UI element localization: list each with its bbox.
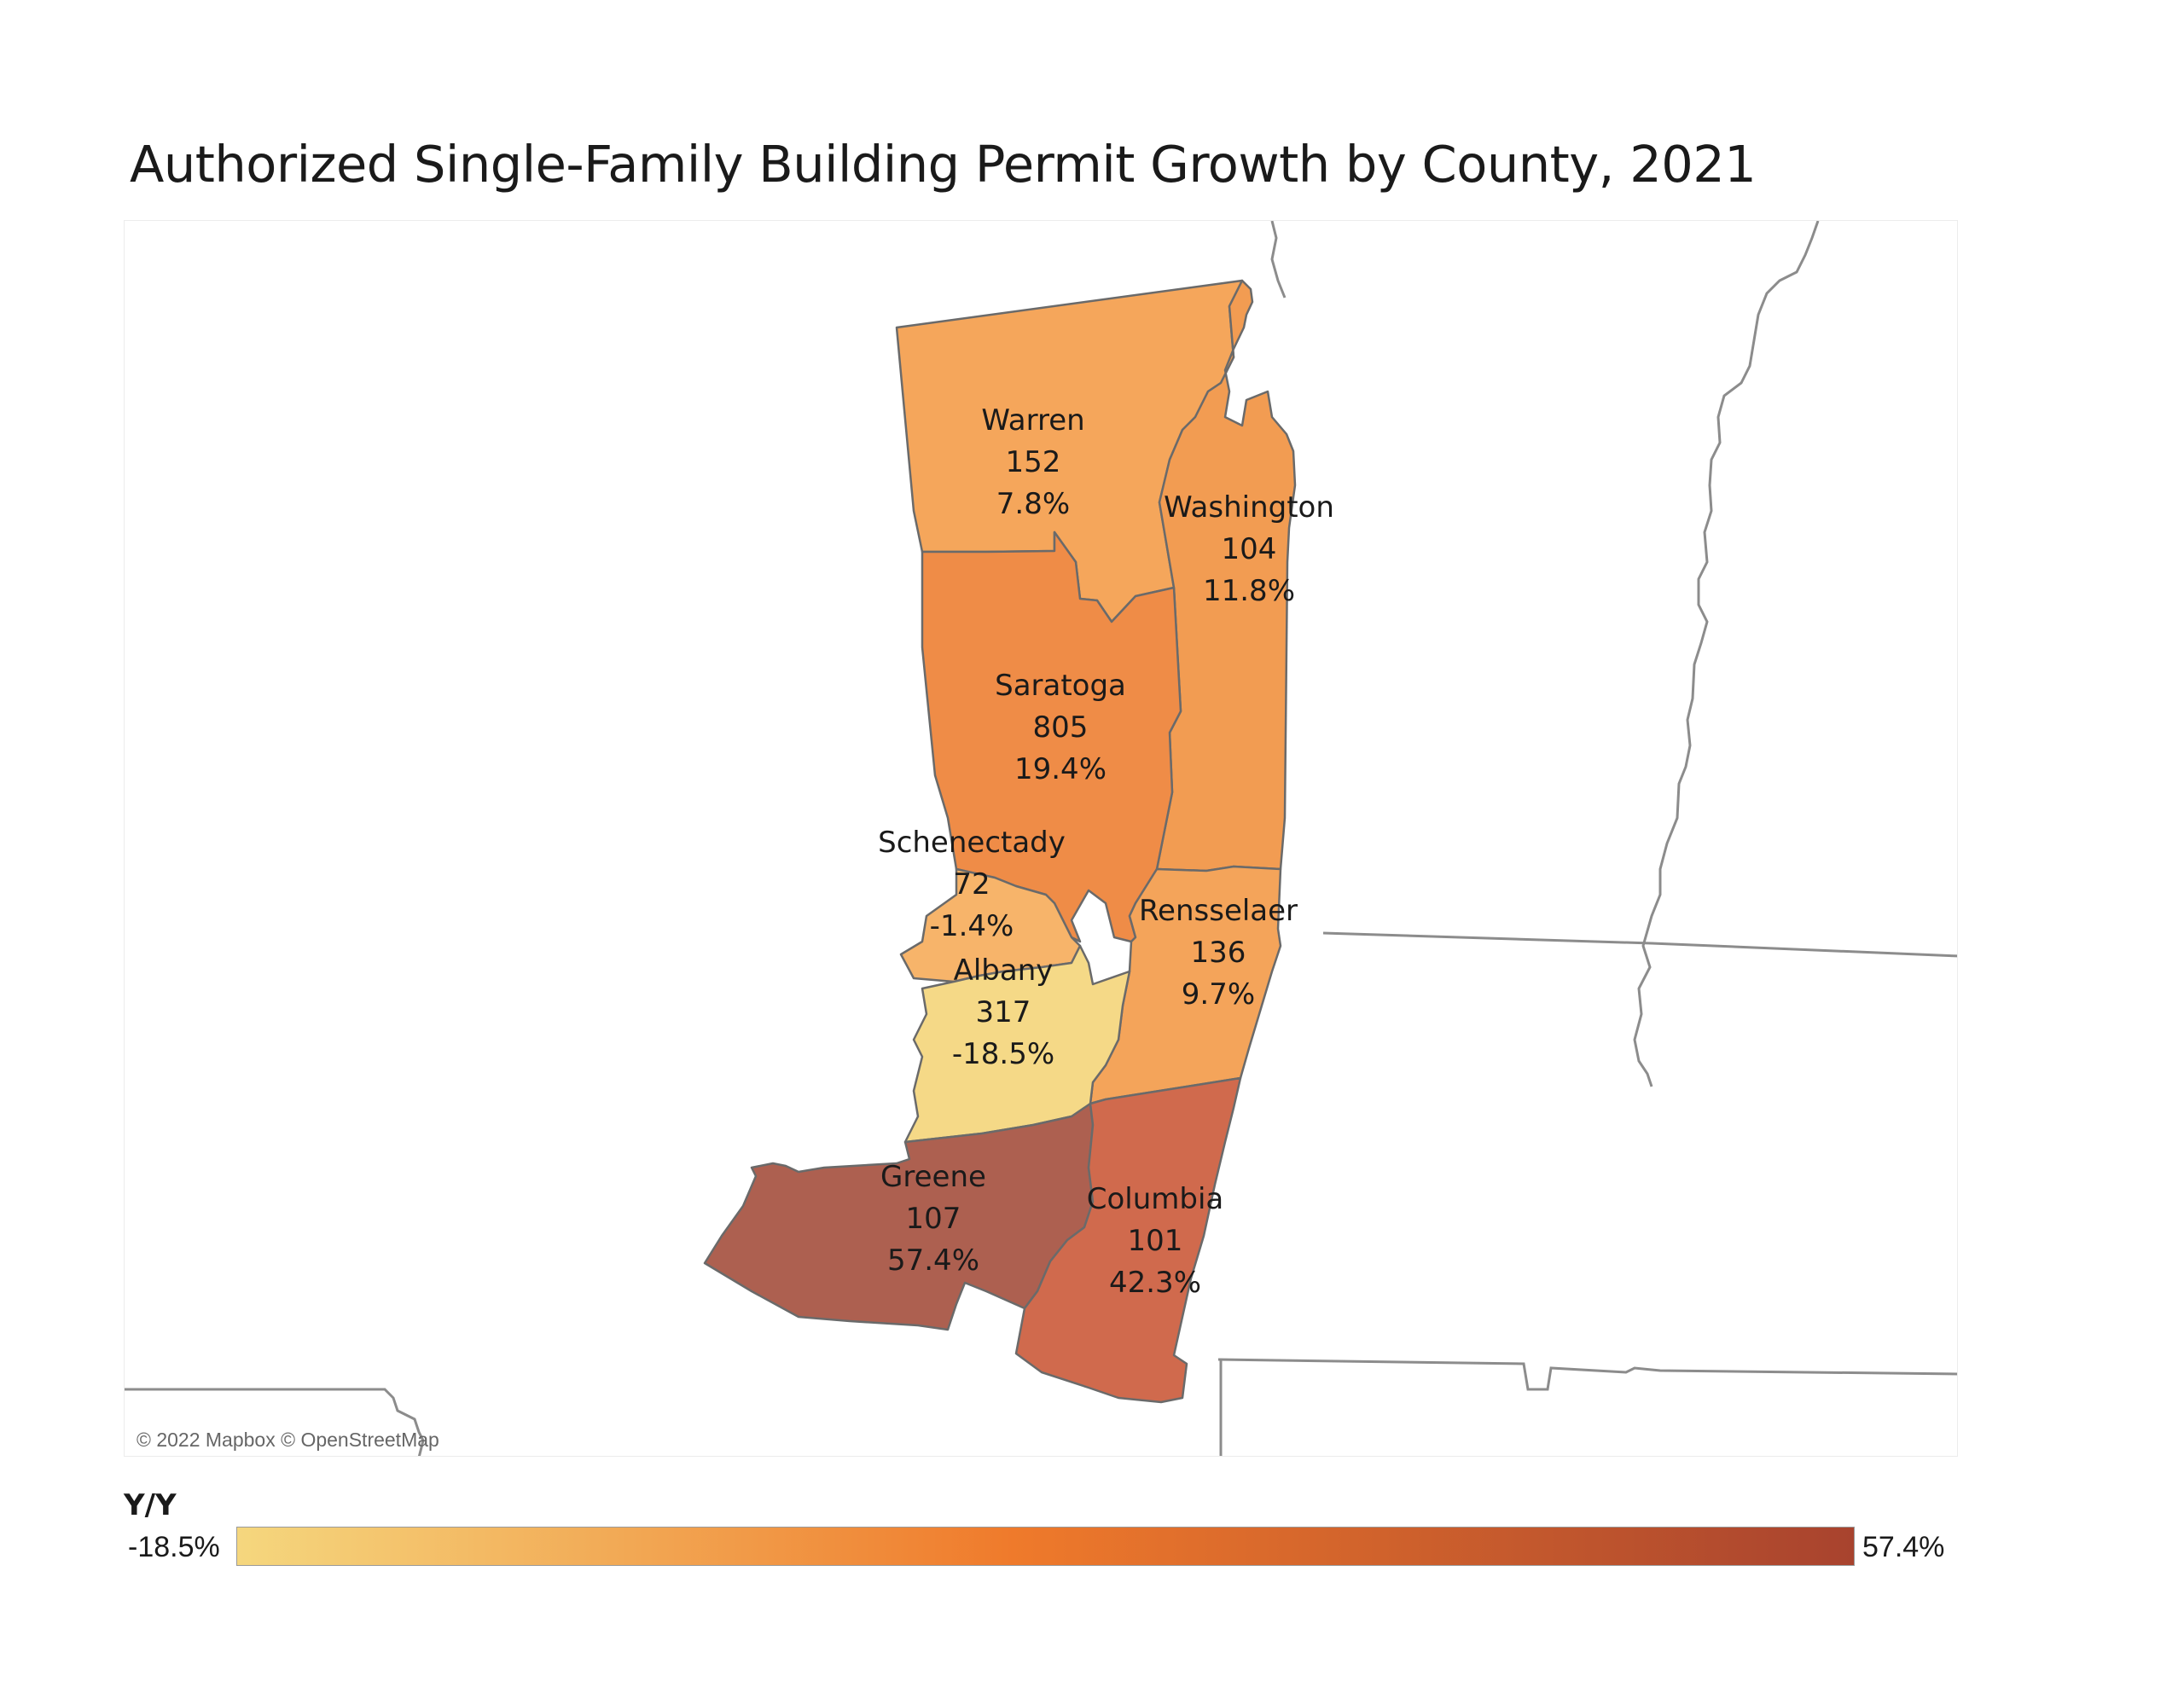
- legend-min-label: -18.5%: [128, 1531, 220, 1563]
- county-name-label: Columbia: [1087, 1182, 1224, 1216]
- legend-max-label: 57.4%: [1862, 1531, 1945, 1563]
- county-permits-label: 72: [953, 867, 990, 901]
- county-name-label: Rensselaer: [1139, 894, 1298, 928]
- county-permits-label: 317: [976, 995, 1031, 1029]
- border-vt-nh: [1633, 221, 1820, 1087]
- map-canvas[interactable]: Warren 152 7.8% Washington 104 11.8% Sar…: [124, 220, 1958, 1457]
- counties: [703, 279, 1297, 1404]
- county-permits-label: 805: [1033, 710, 1089, 745]
- county-washington[interactable]: [1155, 279, 1297, 872]
- county-growth-label: 42.3%: [1109, 1266, 1201, 1300]
- map-title: Authorized Single-Family Building Permit…: [130, 135, 1757, 194]
- county-permits-label: 101: [1128, 1224, 1183, 1258]
- county-permits-label: 104: [1222, 532, 1277, 566]
- county-name-label: Schenectady: [878, 826, 1066, 860]
- county-permits-label: 107: [906, 1202, 961, 1236]
- border-ct-north: [1217, 1358, 1957, 1391]
- state-borders: [125, 221, 1957, 1456]
- county-growth-label: 57.4%: [887, 1244, 979, 1278]
- county-name-label: Greene: [880, 1160, 986, 1194]
- county-growth-label: 7.8%: [996, 487, 1070, 521]
- legend-color-ramp: [236, 1527, 1855, 1566]
- county-labels: Warren 152 7.8% Washington 104 11.8% Sar…: [878, 403, 1334, 1300]
- border-ma-north: [1322, 931, 1957, 958]
- border-ny-vt-north: [1270, 221, 1287, 299]
- county-name-label: Saratoga: [995, 669, 1126, 703]
- county-growth-label: -18.5%: [952, 1037, 1054, 1071]
- county-growth-label: -1.4%: [930, 909, 1014, 943]
- border-nj-ny: [125, 1388, 425, 1456]
- county-permits-label: 152: [1006, 445, 1061, 479]
- legend-title: Y/Y: [124, 1488, 177, 1522]
- map-attribution: © 2022 Mapbox © OpenStreetMap: [136, 1429, 439, 1451]
- county-growth-label: 9.7%: [1182, 977, 1255, 1012]
- county-permits-label: 136: [1191, 936, 1246, 970]
- county-growth-label: 19.4%: [1014, 752, 1107, 786]
- county-name-label: Washington: [1164, 490, 1334, 525]
- county-growth-label: 11.8%: [1203, 574, 1295, 608]
- county-name-label: Warren: [981, 403, 1084, 438]
- county-columbia[interactable]: [1014, 1076, 1242, 1404]
- map-svg: Warren 152 7.8% Washington 104 11.8% Sar…: [125, 221, 1957, 1456]
- county-name-label: Albany: [954, 954, 1054, 988]
